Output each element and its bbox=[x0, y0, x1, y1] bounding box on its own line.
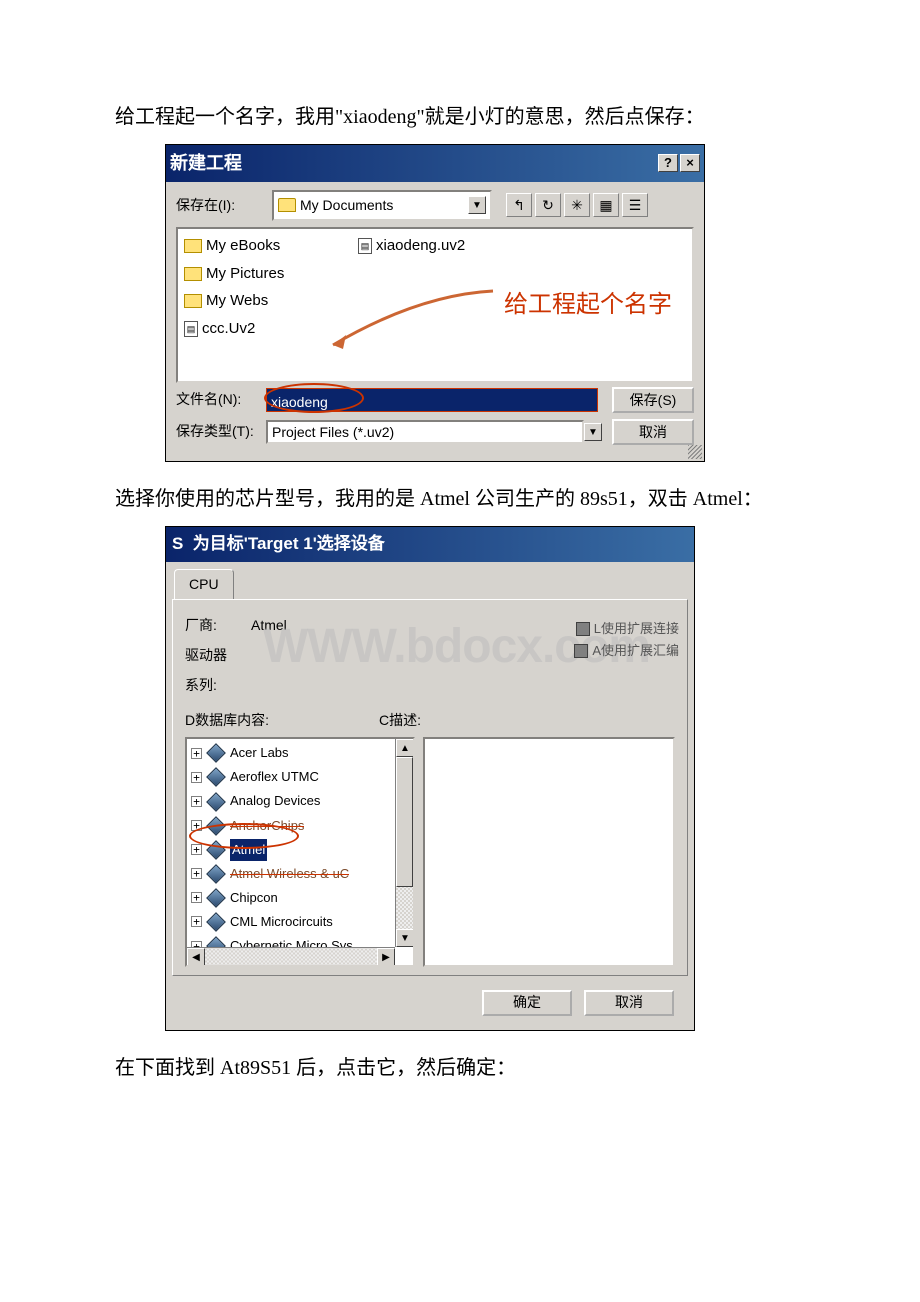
tree-item[interactable]: +Chipcon bbox=[191, 886, 413, 910]
scroll-left-icon[interactable]: ◀ bbox=[187, 948, 205, 966]
list-item[interactable]: ▤xiaodeng.uv2 bbox=[358, 233, 465, 259]
vendor-label: 厂商: bbox=[185, 614, 251, 638]
desktop-icon[interactable]: ↻ bbox=[535, 193, 561, 217]
folder-icon bbox=[278, 198, 296, 212]
chevron-down-icon[interactable]: ▼ bbox=[584, 423, 602, 441]
vendor-value: Atmel bbox=[251, 614, 287, 638]
vendor-icon bbox=[206, 864, 226, 884]
checkbox-label: L使用扩展连接 bbox=[594, 618, 679, 640]
list-item[interactable]: My eBooks bbox=[184, 233, 284, 259]
tree-item[interactable]: +Acer Labs bbox=[191, 741, 413, 765]
scroll-right-icon[interactable]: ▶ bbox=[377, 948, 395, 966]
save-in-dropdown[interactable]: My Documents ▼ bbox=[272, 190, 492, 222]
file-icon: ▤ bbox=[358, 238, 372, 254]
list-item[interactable]: ▤ccc.Uv2 bbox=[184, 316, 284, 342]
expand-icon[interactable]: + bbox=[191, 868, 202, 879]
checkbox-label: A使用扩展汇编 bbox=[592, 640, 679, 662]
annotation-arrow-icon bbox=[318, 285, 508, 355]
scroll-thumb[interactable] bbox=[396, 757, 413, 887]
description-label: C描述: bbox=[379, 709, 421, 733]
dialog-titlebar: 新建工程 ? × bbox=[166, 145, 704, 182]
filename-label: 文件名(N): bbox=[176, 388, 266, 412]
vendor-icon bbox=[206, 768, 226, 788]
folder-icon bbox=[184, 294, 202, 308]
database-label: D数据库内容: bbox=[185, 709, 269, 733]
paragraph-3: 在下面找到 At89S51 后，点击它，然后确定： bbox=[75, 1051, 845, 1085]
expand-icon[interactable]: + bbox=[191, 796, 202, 807]
folder-icon bbox=[184, 267, 202, 281]
expand-icon[interactable]: + bbox=[191, 748, 202, 759]
dialog-title-text: 新建工程 bbox=[170, 148, 242, 179]
ok-button[interactable]: 确定 bbox=[482, 990, 572, 1016]
tree-item[interactable]: +Atmel Wireless & uC bbox=[191, 862, 413, 886]
expand-icon[interactable]: + bbox=[191, 844, 202, 855]
vendor-tree[interactable]: +Acer Labs +Aeroflex UTMC +Analog Device… bbox=[185, 737, 415, 967]
expand-icon[interactable]: + bbox=[191, 916, 202, 927]
scroll-down-icon[interactable]: ▼ bbox=[396, 929, 414, 947]
dialog-title-text: 为目标'Target 1'选择设备 bbox=[193, 534, 385, 553]
scrollbar-horizontal[interactable]: ◀ ▶ bbox=[187, 947, 395, 965]
close-icon[interactable]: × bbox=[680, 154, 700, 172]
dialog-select-device: S 为目标'Target 1'选择设备 CPU WWW.bdocx.com 厂商… bbox=[165, 526, 845, 1031]
scrollbar-vertical[interactable]: ▲ ▼ bbox=[395, 739, 413, 947]
vendor-icon bbox=[206, 743, 226, 763]
paragraph-1: 给工程起一个名字，我用"xiaodeng"就是小灯的意思，然后点保存： bbox=[75, 100, 845, 134]
help-icon[interactable]: ? bbox=[658, 154, 678, 172]
new-folder-icon[interactable]: ✳ bbox=[564, 193, 590, 217]
list-item[interactable]: My Pictures bbox=[184, 261, 284, 287]
dialog-new-project: 新建工程 ? × 保存在(I): My Documents ▼ ↰ ↻ ✳ ▦ … bbox=[165, 144, 845, 462]
save-button[interactable]: 保存(S) bbox=[612, 387, 694, 413]
up-folder-icon[interactable]: ↰ bbox=[506, 193, 532, 217]
list-view-icon[interactable]: ▦ bbox=[593, 193, 619, 217]
cancel-button[interactable]: 取消 bbox=[584, 990, 674, 1016]
detail-view-icon[interactable]: ☰ bbox=[622, 193, 648, 217]
dialog-titlebar: S 为目标'Target 1'选择设备 bbox=[166, 527, 694, 562]
checkbox-ext-link[interactable] bbox=[576, 622, 590, 636]
file-icon: ▤ bbox=[184, 321, 198, 337]
tab-cpu[interactable]: CPU bbox=[174, 569, 234, 600]
resize-grip-icon[interactable] bbox=[688, 445, 702, 459]
save-in-label: 保存在(I): bbox=[176, 194, 266, 218]
cancel-button[interactable]: 取消 bbox=[612, 419, 694, 445]
tree-item[interactable]: +Analog Devices bbox=[191, 789, 413, 813]
filetype-dropdown[interactable]: Project Files (*.uv2) bbox=[266, 420, 584, 444]
annotation-text: 给工程起个名字 bbox=[504, 285, 672, 326]
expand-icon[interactable]: + bbox=[191, 772, 202, 783]
chevron-down-icon[interactable]: ▼ bbox=[468, 196, 486, 214]
folder-icon bbox=[184, 239, 202, 253]
scroll-up-icon[interactable]: ▲ bbox=[396, 739, 414, 757]
file-list[interactable]: My eBooks My Pictures My Webs ▤ccc.Uv2 ▤… bbox=[176, 227, 694, 383]
filetype-label: 保存类型(T): bbox=[176, 420, 266, 444]
series-label: 系列: bbox=[185, 674, 251, 698]
filename-input[interactable]: xiaodeng bbox=[266, 388, 598, 412]
vendor-icon bbox=[206, 792, 226, 812]
tree-item[interactable]: +CML Microcircuits bbox=[191, 910, 413, 934]
vendor-icon bbox=[206, 888, 226, 908]
expand-icon[interactable]: + bbox=[191, 892, 202, 903]
tree-item[interactable]: +Aeroflex UTMC bbox=[191, 765, 413, 789]
title-prefix: S bbox=[172, 534, 183, 553]
checkbox-ext-asm[interactable] bbox=[574, 644, 588, 658]
driver-label: 驱动器 bbox=[185, 644, 251, 668]
description-box bbox=[423, 737, 675, 967]
paragraph-2: 选择你使用的芯片型号，我用的是 Atmel 公司生产的 89s51，双击 Atm… bbox=[75, 482, 845, 516]
vendor-icon bbox=[206, 912, 226, 932]
list-item[interactable]: My Webs bbox=[184, 288, 284, 314]
